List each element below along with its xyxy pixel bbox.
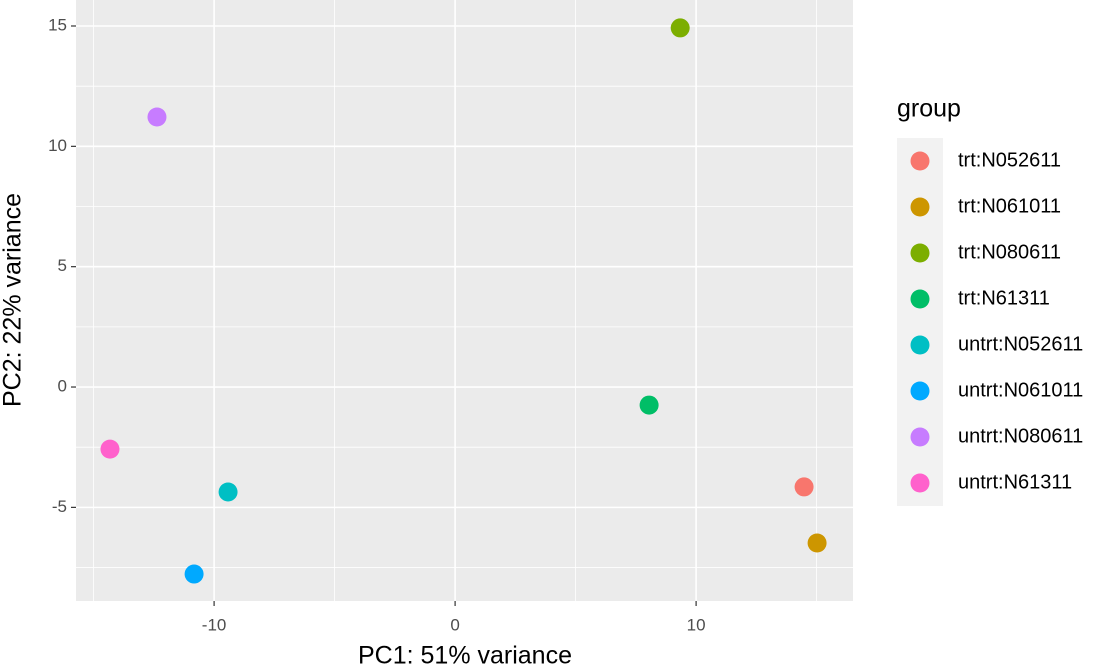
y-tick-label: 10 [48, 136, 67, 155]
point [807, 533, 827, 553]
panel-background [76, 0, 853, 601]
legend-key [910, 151, 930, 171]
point [147, 107, 167, 127]
x-axis-label: PC1: 51% variance [358, 642, 572, 667]
y-tick-label: 5 [58, 256, 67, 275]
legend-key [910, 381, 930, 401]
legend-title: group [897, 95, 961, 123]
point [100, 439, 120, 459]
y-tick-label: -5 [52, 497, 67, 516]
point [794, 477, 814, 497]
point [670, 18, 690, 38]
point [218, 482, 238, 502]
legend-label: untrt:N080611 [958, 425, 1083, 447]
legend-label: untrt:N061011 [958, 379, 1083, 401]
x-tick-label: 0 [450, 615, 459, 634]
legend-label: untrt:N61311 [958, 471, 1072, 493]
x-tick-label: 10 [687, 615, 706, 634]
y-axis-label: PC2: 22% variance [0, 193, 27, 407]
legend-label: untrt:N052611 [958, 333, 1083, 355]
legend-label: trt:N080611 [958, 241, 1061, 263]
y-tick-label: 0 [58, 377, 67, 396]
legend-key [910, 243, 930, 263]
legend-label: trt:N052611 [958, 149, 1061, 171]
point [184, 564, 204, 584]
legend-key-background [897, 138, 943, 506]
x-tick-label: -10 [202, 615, 227, 634]
point [639, 395, 659, 415]
legend-key [910, 473, 930, 493]
legend-key [910, 427, 930, 447]
legend-label: trt:N061011 [958, 195, 1061, 217]
y-tick-label: 15 [48, 15, 67, 34]
legend-label: trt:N61311 [958, 287, 1050, 309]
legend-key [910, 335, 930, 355]
legend-key [910, 197, 930, 217]
legend-key [910, 289, 930, 309]
